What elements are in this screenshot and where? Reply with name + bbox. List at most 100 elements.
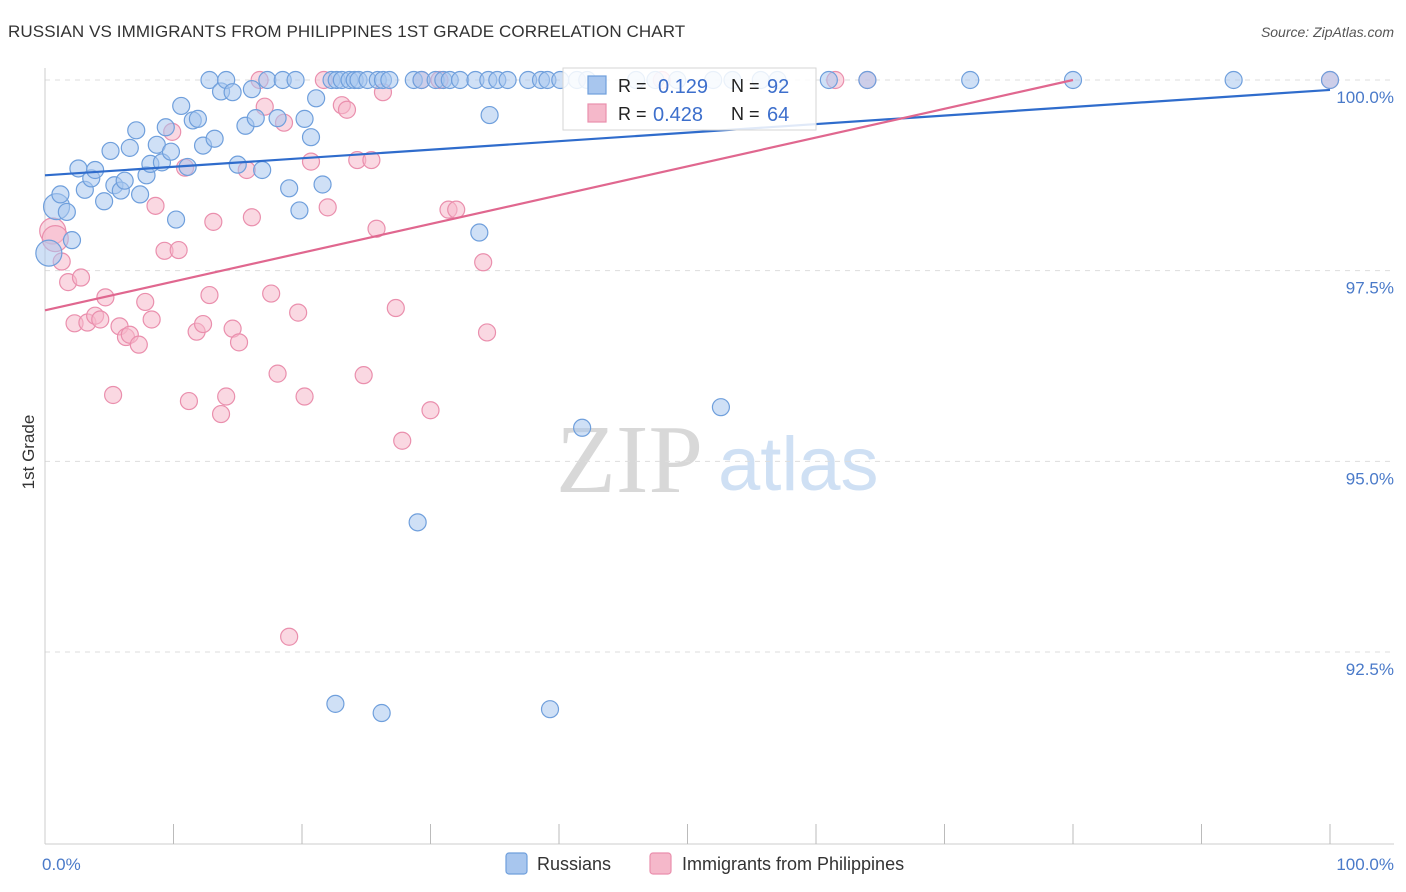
russians-point-10 xyxy=(101,141,120,161)
axes xyxy=(44,68,1394,845)
philippines-point-26 xyxy=(204,212,223,231)
russians-point-8 xyxy=(86,160,105,180)
russians-point-23 xyxy=(166,210,186,229)
y-tick-labels: 100.0% 97.5% 95.0% 92.5% xyxy=(1336,88,1394,679)
stats-legend-swatch-russians xyxy=(587,75,607,95)
russians-point-24 xyxy=(172,96,191,116)
philippines-point-16 xyxy=(142,310,161,329)
philippines-point-39 xyxy=(289,303,308,322)
russians-outlier-point-0 xyxy=(326,694,345,713)
russians-point-0 xyxy=(35,239,63,267)
russians-point-64 xyxy=(450,70,470,90)
stats-legend-swatch-philippines xyxy=(587,103,607,123)
russians-point-44 xyxy=(290,201,309,220)
russians-point-82 xyxy=(819,70,838,90)
stats-r-label-russians: R = xyxy=(618,76,647,96)
philippines-point-15 xyxy=(136,292,155,312)
russians-point-13 xyxy=(115,171,134,190)
stats-n-label-russians: N = xyxy=(731,76,760,96)
philippines-point-10 xyxy=(104,385,123,405)
y-axis-title: 1st Grade xyxy=(19,415,38,490)
philippines-point-14 xyxy=(129,335,148,354)
philippines-point-27 xyxy=(211,404,231,424)
russians-point-27 xyxy=(188,109,208,128)
russians-point-89 xyxy=(573,418,592,437)
stats-r-value-philippines: 0.428 xyxy=(653,104,703,126)
legend-swatch-russians[interactable] xyxy=(505,852,528,875)
y-tick-label-1: 97.5% xyxy=(1346,279,1394,298)
russians-point-84 xyxy=(961,70,980,90)
philippines-point-20 xyxy=(169,240,188,260)
stats-r-value-russians: 0.129 xyxy=(658,76,708,98)
russians-point-40 xyxy=(268,109,287,128)
philippines-point-28 xyxy=(217,387,236,406)
philippines-point-35 xyxy=(262,284,281,303)
philippines-point-5 xyxy=(71,268,91,287)
philippines-point-52 xyxy=(393,431,412,450)
stats-r-label-philippines: R = xyxy=(618,104,647,124)
russians-point-88 xyxy=(480,105,499,125)
philippines-point-32 xyxy=(242,208,261,227)
philippines-point-36 xyxy=(268,364,287,383)
russians-point-87 xyxy=(1320,70,1340,90)
philippines-point-25 xyxy=(200,285,219,305)
russians-point-4 xyxy=(62,231,82,250)
philippines-point-38 xyxy=(280,627,299,646)
russians-point-34 xyxy=(228,155,247,174)
russians-point-36 xyxy=(242,80,261,99)
russians-point-33 xyxy=(223,83,242,102)
legend-label-russians[interactable]: Russians xyxy=(537,854,611,874)
y-tick-label-0: 100.0% xyxy=(1336,88,1394,107)
russians-point-83 xyxy=(858,70,877,90)
russians-point-16 xyxy=(130,185,150,204)
philippines-point-43 xyxy=(318,198,337,217)
russians-point-15 xyxy=(127,121,146,140)
russians-point-22 xyxy=(161,142,181,161)
philippines-point-22 xyxy=(179,391,199,411)
russians-point-30 xyxy=(205,129,224,148)
philippines-point-59 xyxy=(477,323,497,342)
philippines-point-45 xyxy=(337,100,357,119)
philippines-point-40 xyxy=(295,387,314,406)
russians-point-46 xyxy=(301,128,321,147)
philippines-point-8 xyxy=(91,310,110,329)
trend-lines xyxy=(44,78,1331,312)
russians-point-45 xyxy=(295,109,314,128)
russians-trend-line xyxy=(44,88,1331,177)
russians-point-21 xyxy=(156,118,175,137)
russians-point-91 xyxy=(408,513,427,532)
philippines-point-54 xyxy=(421,401,440,420)
philippines-point-17 xyxy=(146,196,165,215)
russians-point-38 xyxy=(253,160,272,180)
russians-point-9 xyxy=(95,192,114,211)
philippines-point-49 xyxy=(367,219,386,238)
russians-point-39 xyxy=(258,70,277,90)
philippines-point-51 xyxy=(386,298,405,318)
russians-point-48 xyxy=(313,175,332,194)
legend-swatch-philippines[interactable] xyxy=(649,852,672,875)
philippines-point-47 xyxy=(354,366,373,385)
legend-label-philippines[interactable]: Immigrants from Philippines xyxy=(682,854,904,874)
russians-point-3 xyxy=(57,202,76,222)
russians-point-58 xyxy=(380,70,399,90)
russians-point-14 xyxy=(120,138,139,157)
y-tick-label-2: 95.0% xyxy=(1346,469,1394,488)
philippines-trend-line xyxy=(44,78,1074,312)
stats-n-label-philippines: N = xyxy=(731,104,760,124)
x-tick-label-max: 100.0% xyxy=(1336,855,1394,874)
philippines-point-30 xyxy=(229,333,249,352)
y-tick-label-3: 92.5% xyxy=(1346,660,1394,679)
russians-point-43 xyxy=(286,70,305,90)
philippines-point-24 xyxy=(193,314,213,334)
stats-n-value-philippines: 64 xyxy=(767,104,789,126)
russians-outlier-point-2 xyxy=(540,700,560,719)
philippines-point-57 xyxy=(447,200,466,219)
russians-point-2 xyxy=(51,185,70,204)
russians-outlier-point-3 xyxy=(470,223,489,242)
stats-legend: R = 0.129 N = 92 R = 0.428 N = 64 xyxy=(562,67,817,131)
philippines-point-41 xyxy=(301,152,321,171)
russians-outlier-point-1 xyxy=(372,703,391,723)
watermark-atlas: atlas xyxy=(718,422,879,507)
russians-point-47 xyxy=(307,89,326,108)
